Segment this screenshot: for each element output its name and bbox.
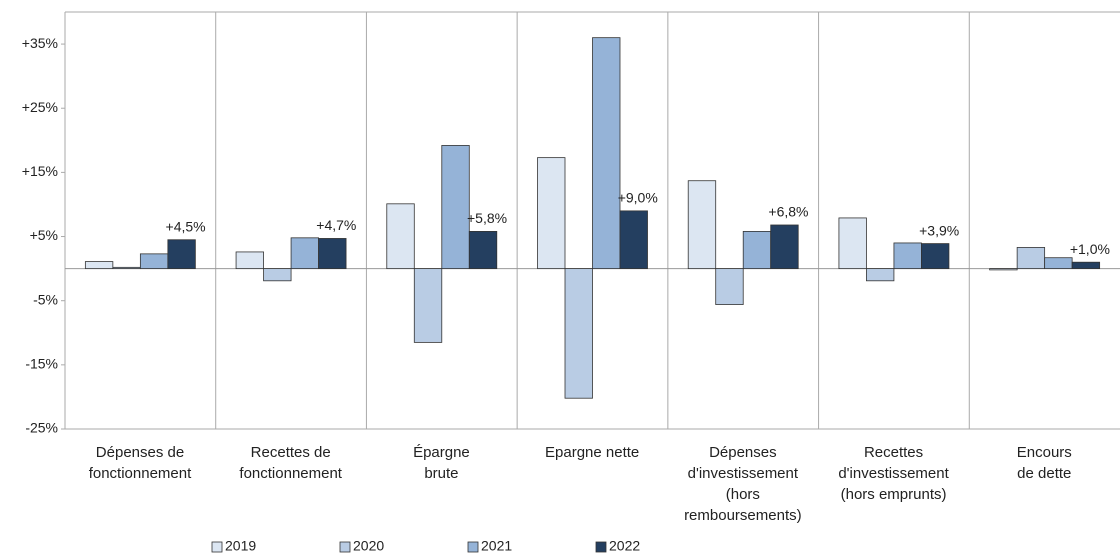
bar — [413, 268, 443, 343]
y-tick-label: +35% — [22, 35, 58, 51]
y-tick-label: -25% — [25, 420, 58, 436]
bar — [1071, 261, 1101, 270]
bar — [139, 253, 169, 270]
x-tick-label: Epargne nette — [545, 444, 640, 461]
bar — [235, 251, 264, 270]
bar — [770, 224, 799, 270]
x-tick-label: Recettes d'investissement (hors emprunts… — [838, 444, 949, 503]
x-tick-label: Épargne brute — [413, 444, 470, 482]
value-label: +6,8% — [768, 204, 808, 220]
bar — [290, 237, 319, 270]
bar — [537, 157, 566, 270]
legend-label: 2021 — [481, 538, 512, 554]
legend-label: 2022 — [609, 538, 640, 554]
bar — [564, 268, 593, 399]
bar — [893, 242, 922, 270]
value-label: +4,7% — [316, 217, 356, 233]
bar — [263, 268, 292, 282]
bar — [167, 239, 196, 270]
x-tick-label: Dépenses de fonctionnement — [88, 444, 192, 482]
value-label: +9,0% — [618, 190, 658, 206]
value-label: +4,5% — [166, 218, 206, 234]
legend-label: 2019 — [225, 538, 256, 554]
bar — [921, 243, 950, 270]
bar — [838, 217, 867, 270]
legend-swatch — [211, 541, 223, 553]
bar — [84, 261, 114, 270]
value-label: +5,8% — [467, 210, 507, 226]
value-label: +1,0% — [1070, 241, 1110, 257]
bar — [318, 238, 347, 270]
bar — [468, 231, 498, 270]
bar — [1044, 257, 1073, 270]
bar — [715, 268, 744, 305]
bar — [592, 37, 621, 270]
x-tick-label: Encours de dette — [1016, 444, 1072, 482]
y-tick-label: -5% — [33, 291, 58, 307]
bar — [1016, 247, 1046, 270]
y-tick-label: +15% — [22, 163, 58, 179]
legend-label: 2020 — [353, 538, 384, 554]
x-tick-label: Dépenses d'investissement (hors rembours… — [684, 444, 802, 524]
value-label: +3,9% — [919, 222, 959, 238]
legend-swatch — [339, 541, 351, 553]
bar — [441, 145, 470, 270]
bar — [619, 210, 648, 270]
legend-swatch — [467, 541, 479, 553]
bar — [742, 231, 772, 270]
legend-swatch — [595, 541, 607, 553]
bar — [112, 266, 141, 270]
bar — [386, 203, 415, 270]
y-tick-label: -15% — [25, 356, 58, 372]
y-tick-label: +25% — [22, 99, 58, 115]
y-tick-label: +5% — [30, 227, 58, 243]
bar — [866, 268, 895, 282]
bar — [687, 180, 717, 270]
bar — [989, 268, 1018, 271]
x-tick-label: Recettes de fonctionnement — [239, 444, 342, 482]
